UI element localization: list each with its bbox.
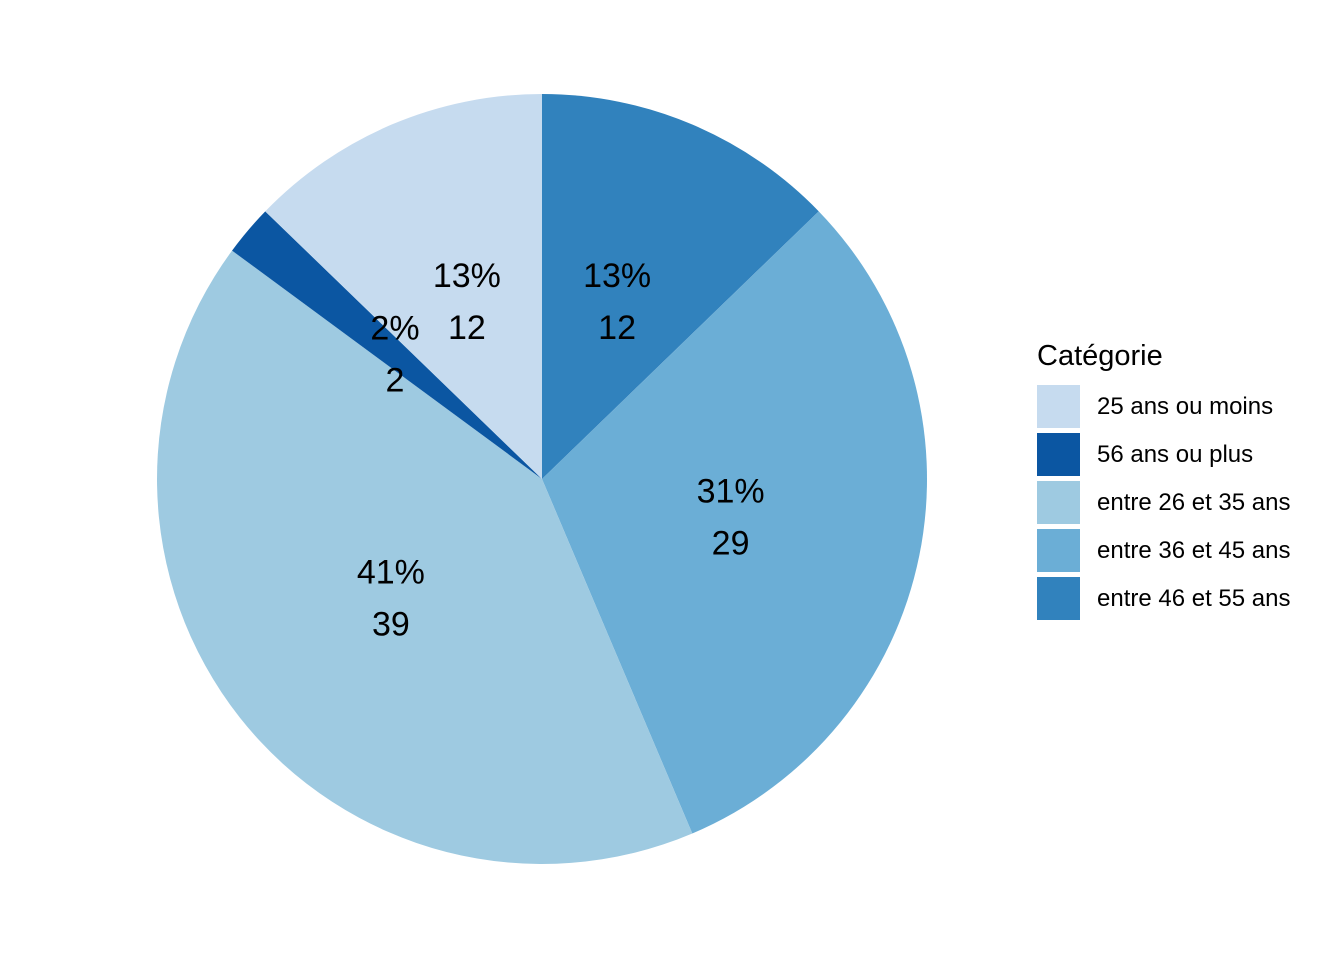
pie-slice [265, 94, 542, 479]
pie-slice [542, 94, 819, 479]
slice-percent-label: 2% [370, 310, 419, 348]
slice-percent-label: 13% [433, 257, 501, 295]
slice-count-label: 2 [386, 362, 405, 400]
slice-percent-label: 41% [357, 553, 425, 591]
legend-item-label: entre 26 et 35 ans [1097, 488, 1291, 516]
legend-item: entre 46 et 55 ans [1037, 577, 1290, 620]
pie-slice [542, 211, 928, 834]
legend-item-label: entre 46 et 55 ans [1097, 584, 1291, 612]
legend-item: entre 26 et 35 ans [1037, 481, 1290, 524]
pie-slice [232, 211, 543, 479]
legend-item-label: entre 36 et 45 ans [1097, 536, 1291, 564]
legend-key-swatch [1037, 385, 1080, 428]
legend-item: 25 ans ou moins [1037, 385, 1290, 428]
pie-slice [157, 250, 693, 864]
slice-percent-label: 13% [583, 257, 651, 295]
legend: Catégorie 25 ans ou moins 56 ans ou plus e… [1037, 340, 1290, 625]
legend-item: entre 36 et 45 ans [1037, 529, 1290, 572]
legend-key-swatch [1037, 529, 1080, 572]
legend-item-label: 25 ans ou moins [1097, 392, 1274, 420]
legend-items: 25 ans ou moins 56 ans ou plus entre 26 et… [1037, 385, 1290, 620]
slice-count-label: 12 [598, 309, 636, 347]
legend-item: 56 ans ou plus [1037, 433, 1290, 476]
slice-count-label: 39 [372, 605, 410, 643]
legend-key-swatch [1037, 481, 1080, 524]
legend-key-swatch [1037, 433, 1080, 476]
legend-title: Catégorie [1037, 340, 1163, 372]
slice-count-label: 12 [448, 309, 486, 347]
slice-count-label: 29 [712, 524, 750, 562]
legend-key-swatch [1037, 577, 1080, 620]
slice-percent-label: 31% [697, 472, 765, 510]
legend-item-label: 56 ans ou plus [1097, 440, 1254, 468]
